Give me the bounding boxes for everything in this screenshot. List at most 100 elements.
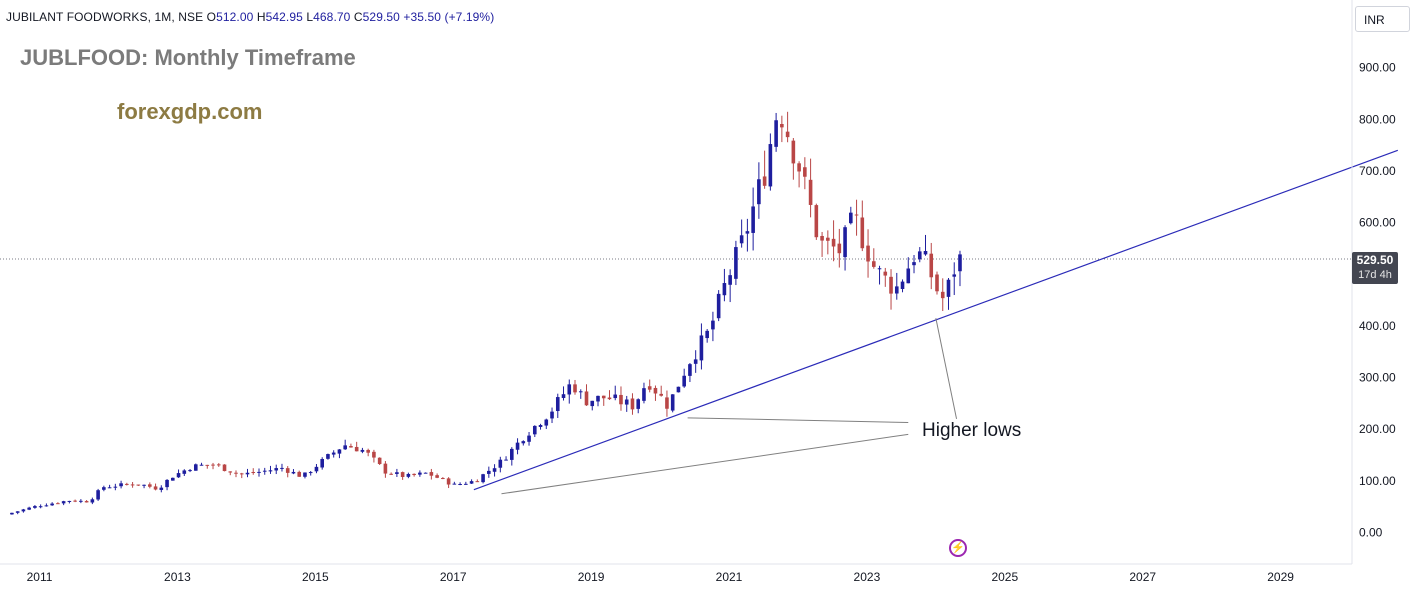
candle[interactable] — [61, 500, 66, 506]
candle[interactable] — [653, 385, 658, 401]
candle[interactable] — [136, 484, 141, 487]
lightning-icon[interactable]: ⚡ — [949, 539, 967, 557]
candle[interactable] — [395, 468, 399, 477]
candle[interactable] — [383, 461, 388, 478]
candle[interactable] — [751, 187, 755, 251]
candle[interactable] — [889, 269, 893, 310]
candle[interactable] — [521, 440, 526, 446]
candle[interactable] — [107, 484, 112, 489]
candle[interactable] — [475, 479, 480, 483]
candle[interactable] — [601, 395, 606, 406]
candle[interactable] — [716, 290, 721, 322]
candle[interactable] — [280, 463, 284, 472]
candle[interactable] — [234, 470, 238, 478]
candle[interactable] — [866, 229, 870, 278]
candle[interactable] — [693, 350, 698, 373]
candle[interactable] — [527, 431, 531, 446]
candle[interactable] — [774, 112, 778, 152]
candle[interactable] — [739, 219, 744, 248]
candle[interactable] — [935, 271, 939, 295]
candle[interactable] — [498, 456, 503, 473]
candle[interactable] — [90, 497, 95, 505]
candle[interactable] — [464, 481, 468, 485]
candle[interactable] — [406, 472, 411, 479]
candle[interactable] — [952, 262, 957, 296]
candle[interactable] — [481, 473, 485, 484]
candle[interactable] — [734, 240, 738, 286]
candle[interactable] — [843, 225, 847, 271]
candle[interactable] — [257, 468, 261, 477]
candle[interactable] — [349, 443, 353, 448]
candle[interactable] — [125, 482, 129, 486]
candle[interactable] — [578, 389, 583, 399]
candle[interactable] — [423, 472, 428, 474]
candle[interactable] — [659, 385, 663, 397]
candle[interactable] — [372, 449, 376, 463]
candle[interactable] — [757, 162, 761, 219]
annotation-line[interactable] — [687, 417, 909, 423]
candle[interactable] — [676, 386, 681, 393]
candle[interactable] — [343, 439, 347, 450]
candle[interactable] — [377, 457, 382, 466]
candle[interactable] — [56, 502, 60, 505]
candle[interactable] — [768, 133, 773, 191]
candles[interactable] — [10, 111, 962, 515]
candle[interactable] — [647, 379, 652, 393]
candle[interactable] — [894, 272, 899, 300]
candle[interactable] — [320, 457, 324, 470]
candle[interactable] — [38, 504, 43, 509]
candle[interactable] — [245, 468, 250, 478]
candle[interactable] — [688, 363, 692, 383]
candle[interactable] — [722, 268, 727, 302]
candle[interactable] — [308, 471, 313, 476]
candle[interactable] — [624, 395, 629, 412]
candle[interactable] — [837, 228, 842, 268]
candle[interactable] — [130, 482, 135, 488]
candle[interactable] — [912, 254, 916, 274]
candle[interactable] — [285, 466, 290, 478]
candle[interactable] — [762, 150, 767, 189]
annotation-line[interactable] — [935, 318, 958, 419]
candle[interactable] — [584, 384, 589, 406]
candle[interactable] — [412, 473, 416, 477]
candle[interactable] — [877, 265, 882, 285]
candle[interactable] — [33, 505, 37, 509]
candle[interactable] — [923, 234, 928, 256]
candle[interactable] — [917, 247, 922, 263]
candle[interactable] — [791, 138, 796, 180]
candle[interactable] — [510, 447, 514, 466]
candle[interactable] — [73, 499, 77, 503]
candle[interactable] — [389, 472, 393, 475]
candle[interactable] — [642, 382, 646, 404]
candle[interactable] — [429, 468, 434, 480]
candle[interactable] — [326, 453, 330, 460]
candle[interactable] — [745, 218, 750, 252]
candle[interactable] — [153, 483, 158, 491]
candle[interactable] — [262, 467, 267, 475]
candle[interactable] — [590, 400, 595, 411]
candle[interactable] — [268, 465, 273, 474]
candle[interactable] — [883, 267, 888, 287]
candle[interactable] — [550, 407, 554, 424]
candle[interactable] — [538, 423, 543, 430]
candle[interactable] — [10, 512, 14, 515]
candle[interactable] — [67, 500, 72, 504]
candle[interactable] — [188, 469, 192, 473]
candle[interactable] — [555, 393, 560, 418]
candle[interactable] — [21, 508, 26, 513]
candle[interactable] — [182, 469, 187, 477]
candle[interactable] — [84, 500, 89, 503]
symbol-label[interactable]: JUBILANT FOODWORKS, 1M, NSE — [6, 10, 204, 24]
candle[interactable] — [297, 470, 302, 477]
candle[interactable] — [354, 441, 359, 452]
candle[interactable] — [303, 472, 307, 479]
candle[interactable] — [946, 278, 951, 310]
candle[interactable] — [96, 488, 100, 501]
candle[interactable] — [27, 506, 31, 511]
candle[interactable] — [452, 481, 457, 485]
candle[interactable] — [561, 386, 566, 401]
candle[interactable] — [176, 469, 181, 478]
candle[interactable] — [44, 503, 49, 507]
candle[interactable] — [211, 462, 215, 470]
